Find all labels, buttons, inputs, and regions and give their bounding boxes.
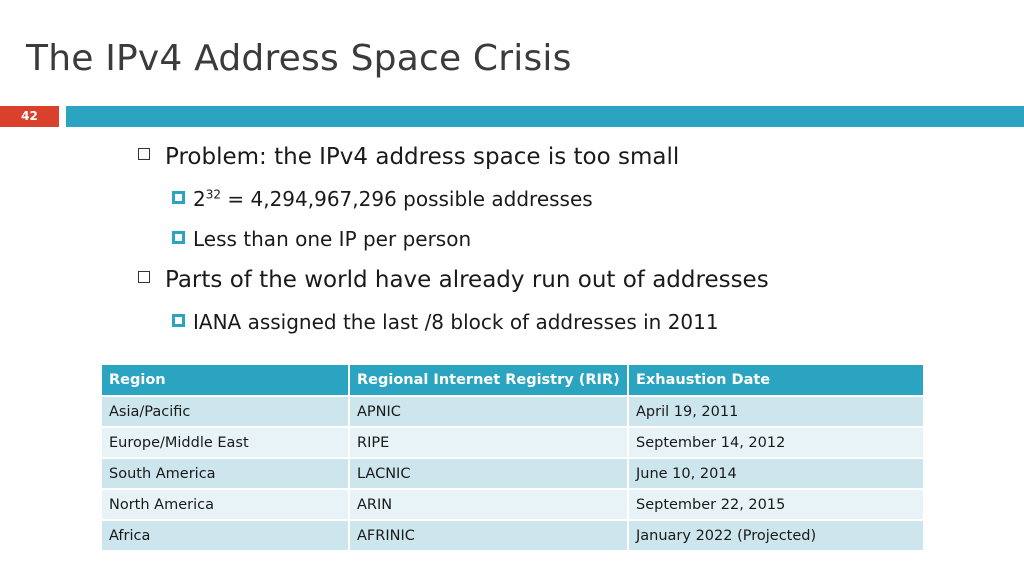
square-bullet-icon bbox=[172, 231, 185, 244]
table-row: Africa AFRINIC January 2022 (Projected) bbox=[102, 520, 923, 552]
cell-exhaustion-date: April 19, 2011 bbox=[628, 396, 923, 428]
bullet-text: Problem: the IPv4 address space is too s… bbox=[165, 144, 680, 170]
cell-rir: ARIN bbox=[349, 489, 629, 521]
bullet-text: = 4,294,967,296 possible addresses bbox=[221, 187, 593, 211]
header-accent-bar bbox=[66, 106, 1024, 127]
slide-number-badge: 42 bbox=[0, 106, 59, 127]
table-row: Asia/Pacific APNIC April 19, 2011 bbox=[102, 396, 923, 428]
cell-region: Europe/Middle East bbox=[102, 427, 350, 459]
cell-region: Asia/Pacific bbox=[102, 396, 350, 428]
column-header-region: Region bbox=[102, 365, 350, 397]
bullet-text-base: 2 bbox=[193, 187, 206, 211]
table-row: North America ARIN September 22, 2015 bbox=[102, 489, 923, 521]
bullet-text-exponent: 32 bbox=[205, 187, 222, 202]
table-header-row: Region Regional Internet Registry (RIR) … bbox=[102, 365, 923, 397]
hollow-square-bullet-icon bbox=[138, 271, 150, 283]
cell-exhaustion-date: January 2022 (Projected) bbox=[628, 520, 923, 552]
column-header-exhaustion-date: Exhaustion Date bbox=[628, 365, 923, 397]
square-bullet-icon bbox=[172, 314, 185, 327]
bullet-level2: IANA assigned the last /8 block of addre… bbox=[172, 310, 719, 334]
square-bullet-icon bbox=[172, 191, 185, 204]
column-header-rir: Regional Internet Registry (RIR) bbox=[349, 365, 629, 397]
table-row: South America LACNIC June 10, 2014 bbox=[102, 458, 923, 490]
bullet-level1: Problem: the IPv4 address space is too s… bbox=[138, 144, 679, 170]
cell-rir: AFRINIC bbox=[349, 520, 629, 552]
cell-region: North America bbox=[102, 489, 350, 521]
bullet-level1: Parts of the world have already run out … bbox=[138, 267, 769, 293]
bullet-level2: Less than one IP per person bbox=[172, 227, 471, 251]
bullet-text: Parts of the world have already run out … bbox=[165, 267, 769, 293]
bullet-level2: 232 = 4,294,967,296 possible addresses bbox=[172, 187, 593, 211]
cell-rir: LACNIC bbox=[349, 458, 629, 490]
cell-region: Africa bbox=[102, 520, 350, 552]
cell-exhaustion-date: September 22, 2015 bbox=[628, 489, 923, 521]
cell-rir: APNIC bbox=[349, 396, 629, 428]
hollow-square-bullet-icon bbox=[138, 148, 150, 160]
cell-exhaustion-date: June 10, 2014 bbox=[628, 458, 923, 490]
bullet-text: IANA assigned the last /8 block of addre… bbox=[193, 310, 719, 334]
cell-rir: RIPE bbox=[349, 427, 629, 459]
rir-exhaustion-table: Region Regional Internet Registry (RIR) … bbox=[102, 365, 923, 552]
bullet-text: Less than one IP per person bbox=[193, 227, 472, 251]
slide-title: The IPv4 Address Space Crisis bbox=[26, 38, 572, 79]
cell-region: South America bbox=[102, 458, 350, 490]
table-row: Europe/Middle East RIPE September 14, 20… bbox=[102, 427, 923, 459]
cell-exhaustion-date: September 14, 2012 bbox=[628, 427, 923, 459]
